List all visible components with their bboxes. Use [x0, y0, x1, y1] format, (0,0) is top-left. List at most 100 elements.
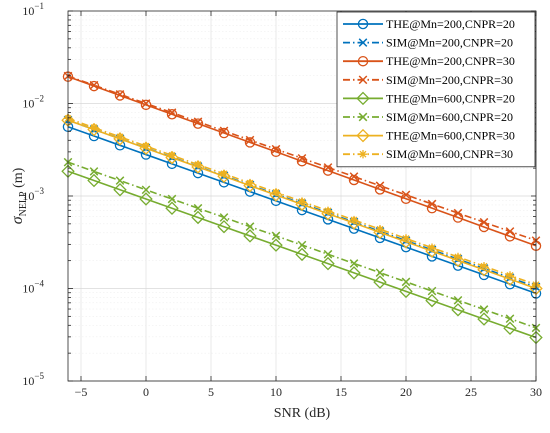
series-layer — [61, 71, 543, 345]
data-point — [322, 165, 334, 176]
y-tick-label: 10−4 — [22, 279, 44, 296]
data-point — [401, 277, 411, 287]
data-point — [166, 108, 178, 120]
x-tick-label: 10 — [270, 385, 282, 399]
data-point — [271, 144, 281, 154]
data-point — [399, 284, 413, 299]
data-point — [477, 312, 491, 326]
y-tick-label-exponent: −2 — [34, 94, 44, 104]
y-tick-label-exponent: −4 — [34, 279, 44, 289]
data-point — [479, 217, 489, 227]
y-tick-label: 10−3 — [22, 186, 44, 203]
data-point — [245, 135, 255, 145]
series-line — [67, 75, 537, 247]
data-point — [427, 199, 437, 209]
legend-label: SIM@Mn=600,CNPR=30 — [386, 147, 513, 161]
x-tick-label: 15 — [335, 385, 347, 399]
data-point — [297, 240, 307, 250]
data-point — [505, 314, 515, 324]
series — [63, 157, 541, 333]
data-point — [115, 90, 125, 99]
data-point — [141, 185, 151, 195]
data-point — [165, 201, 179, 215]
data-point — [323, 206, 333, 215]
data-point — [451, 253, 465, 268]
data-point — [219, 213, 229, 222]
data-point — [245, 178, 255, 188]
data-point — [425, 244, 439, 258]
data-point — [87, 173, 101, 188]
legend-swatch-marker — [358, 75, 368, 85]
legend-label: THE@Mn=600,CNPR=20 — [386, 91, 515, 105]
data-point — [139, 192, 153, 206]
legend-item: THE@Mn=200,CNPR=30 — [343, 54, 515, 68]
y-tick-label: 10−2 — [22, 94, 44, 111]
y-tick-label-exponent: −3 — [34, 186, 44, 196]
data-point — [375, 225, 385, 234]
x-tick-label: 25 — [465, 385, 477, 399]
legend-label: THE@Mn=200,CNPR=20 — [386, 17, 515, 31]
data-point — [113, 183, 127, 197]
data-point — [427, 286, 437, 296]
y-tick-labels: 10−510−410−310−210−1 — [22, 1, 44, 388]
data-point — [375, 268, 385, 277]
data-point — [243, 229, 257, 243]
data-point — [349, 259, 359, 268]
data-point — [503, 272, 517, 286]
series — [63, 71, 541, 245]
data-point — [503, 321, 517, 336]
data-point — [219, 126, 229, 136]
data-point — [193, 160, 203, 169]
legend-item: THE@Mn=600,CNPR=30 — [343, 129, 515, 143]
x-tick-label: −5 — [75, 385, 88, 399]
data-point — [505, 271, 515, 280]
y-tick-label-base: 10 — [22, 97, 34, 111]
legend-swatch-marker — [358, 38, 368, 47]
legend-label: SIM@Mn=600,CNPR=20 — [386, 110, 513, 124]
legend-swatch-marker — [357, 18, 369, 30]
data-point — [89, 167, 99, 176]
legend: THE@Mn=200,CNPR=20 SIM@Mn=200,CNPR=20 THE@… — [336, 11, 536, 168]
legend-label: THE@Mn=600,CNPR=30 — [386, 129, 515, 143]
data-point — [271, 188, 281, 197]
data-point — [245, 222, 255, 231]
data-point — [323, 163, 333, 172]
x-tick-label: 0 — [143, 385, 149, 399]
y-axis-label: σNELP (m) — [9, 167, 29, 224]
data-point — [296, 155, 308, 167]
data-point — [349, 172, 359, 181]
data-point — [244, 137, 256, 148]
data-point — [297, 197, 307, 206]
data-point — [141, 141, 151, 151]
y-tick-label-base: 10 — [22, 374, 34, 388]
y-tick-label: 10−1 — [22, 1, 44, 18]
data-point — [270, 146, 282, 158]
data-point — [375, 181, 385, 191]
y-axis-label-subscript: NELP — [18, 191, 29, 216]
x-tick-labels: −5 0 5 10 15 20 25 30 — [75, 385, 542, 399]
y-axis-label-unit: (m) — [11, 167, 26, 191]
legend-swatch-marker — [358, 112, 368, 122]
data-point — [348, 174, 360, 186]
y-axis-label-main: σ — [9, 215, 26, 224]
data-point — [89, 80, 99, 90]
legend-item: SIM@Mn=600,CNPR=30 — [343, 147, 513, 161]
x-tick-label: 20 — [400, 385, 412, 399]
data-point — [271, 231, 281, 241]
data-point — [479, 261, 489, 271]
data-point — [167, 151, 177, 160]
data-point — [89, 123, 99, 132]
legend-swatch-marker — [356, 91, 370, 106]
data-point — [453, 252, 463, 262]
data-point — [479, 305, 489, 314]
legend-label: SIM@Mn=200,CNPR=20 — [386, 36, 513, 50]
data-point — [295, 247, 309, 262]
data-point — [115, 132, 125, 142]
y-tick-label: 10−5 — [22, 371, 44, 388]
legend-item: THE@Mn=600,CNPR=20 — [343, 91, 515, 105]
data-point — [451, 303, 465, 317]
data-point — [141, 99, 151, 108]
data-point — [425, 293, 439, 308]
x-tick-label: 30 — [530, 385, 542, 399]
x-tick-label: 5 — [208, 385, 214, 399]
